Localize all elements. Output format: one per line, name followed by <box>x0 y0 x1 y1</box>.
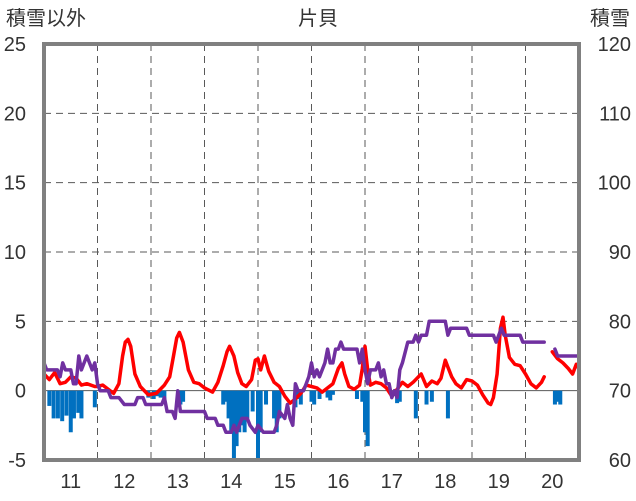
snowfall-bar <box>363 390 367 433</box>
left-tick-label: 25 <box>4 34 26 56</box>
right-tick-label: 80 <box>609 311 631 333</box>
snowfall-bar <box>555 390 560 402</box>
snowfall-bar <box>245 390 250 419</box>
snow-depth-line <box>42 319 546 435</box>
snowfall-bar <box>92 390 97 408</box>
snowfall-bar <box>237 390 242 433</box>
left-tick-label: 5 <box>15 311 26 333</box>
temperature-line <box>42 315 546 407</box>
snowfall-bar <box>354 390 359 399</box>
snowfall-bar <box>181 390 186 402</box>
snowfall-bar <box>76 390 81 413</box>
snowfall-bar <box>298 390 303 405</box>
snowfall-bar <box>239 390 244 426</box>
x-tick-label: 19 <box>488 471 510 493</box>
snowfall-bar <box>79 390 84 419</box>
snowfall-bar <box>51 390 56 419</box>
left-tick-label: 20 <box>4 103 26 125</box>
snowfall-bar <box>429 390 434 402</box>
snowfall-bar <box>71 390 76 419</box>
snowfall-bar <box>330 390 335 395</box>
snowfall-bar <box>234 390 239 447</box>
x-tick-label: 20 <box>541 471 563 493</box>
left-tick-label: 10 <box>4 242 26 264</box>
snowfall-bar <box>158 390 163 398</box>
plot-frame <box>42 42 581 462</box>
chart-title: 片貝 <box>298 6 338 30</box>
x-tick-label: 13 <box>167 471 189 493</box>
snowfall-bar <box>397 390 402 402</box>
snowfall-bar <box>226 390 231 419</box>
right-tick-label: 110 <box>599 103 631 125</box>
right-tick-label: 90 <box>609 242 631 264</box>
x-tick-label: 15 <box>274 471 296 493</box>
snowfall-bar <box>221 390 226 405</box>
x-tick-label: 17 <box>381 471 403 493</box>
temperature-line <box>550 350 581 376</box>
snowfall-bar <box>274 390 279 433</box>
snowfall-bar <box>64 390 69 416</box>
snowfall-bar <box>55 390 60 419</box>
snowfall-bar <box>242 390 247 433</box>
snowfall-bar <box>162 390 167 399</box>
data-lines <box>42 315 581 435</box>
left-axis-label: 積雪以外 <box>6 6 86 30</box>
x-tick-label: 12 <box>113 471 135 493</box>
right-tick-label: 100 <box>598 173 631 195</box>
snowfall-bar <box>365 390 370 447</box>
left-tick-label: 15 <box>4 173 26 195</box>
snowfall-bar <box>325 390 330 398</box>
right-axis-label: 積雪 <box>590 6 630 30</box>
x-tick-label: 11 <box>60 471 81 493</box>
x-tick-label: 14 <box>220 471 242 493</box>
snowfall-bar <box>552 390 557 405</box>
snowfall-bar <box>277 390 282 419</box>
snowfall-bar <box>445 390 450 419</box>
snowfall-bar <box>264 390 269 405</box>
snowfall-bar <box>360 390 365 402</box>
x-tick-label: 16 <box>327 471 349 493</box>
snowfall-bar <box>328 390 333 401</box>
snowfall-bar <box>60 390 65 422</box>
x-tick-label: 18 <box>434 471 456 493</box>
snowfall-bar <box>258 390 263 433</box>
snowfall-bar <box>229 390 234 433</box>
right-tick-label: 120 <box>598 34 631 56</box>
tick-labels: 25 20 15 10 5 0 -5 120 110 100 90 80 70 60 11 12 13 14 15 1… <box>4 34 631 493</box>
snowfall-bar <box>68 390 73 433</box>
snowfall-bar <box>47 390 52 406</box>
snowfall-bar <box>250 390 255 412</box>
left-tick-label: 0 <box>15 381 26 403</box>
snowfall-bar <box>272 390 277 419</box>
snowfall-bar <box>309 390 314 402</box>
right-tick-label: 60 <box>609 450 631 472</box>
snow-depth-line <box>553 347 581 358</box>
snowfall-bar <box>312 390 317 405</box>
right-tick-label: 70 <box>609 381 631 403</box>
snowfall-bar <box>558 390 563 405</box>
snowfall-bar <box>223 390 228 402</box>
left-tick-label: -5 <box>8 450 26 472</box>
snowfall-bar <box>317 390 322 399</box>
snowfall-bar <box>413 390 418 419</box>
snowfall-bar <box>424 390 429 405</box>
